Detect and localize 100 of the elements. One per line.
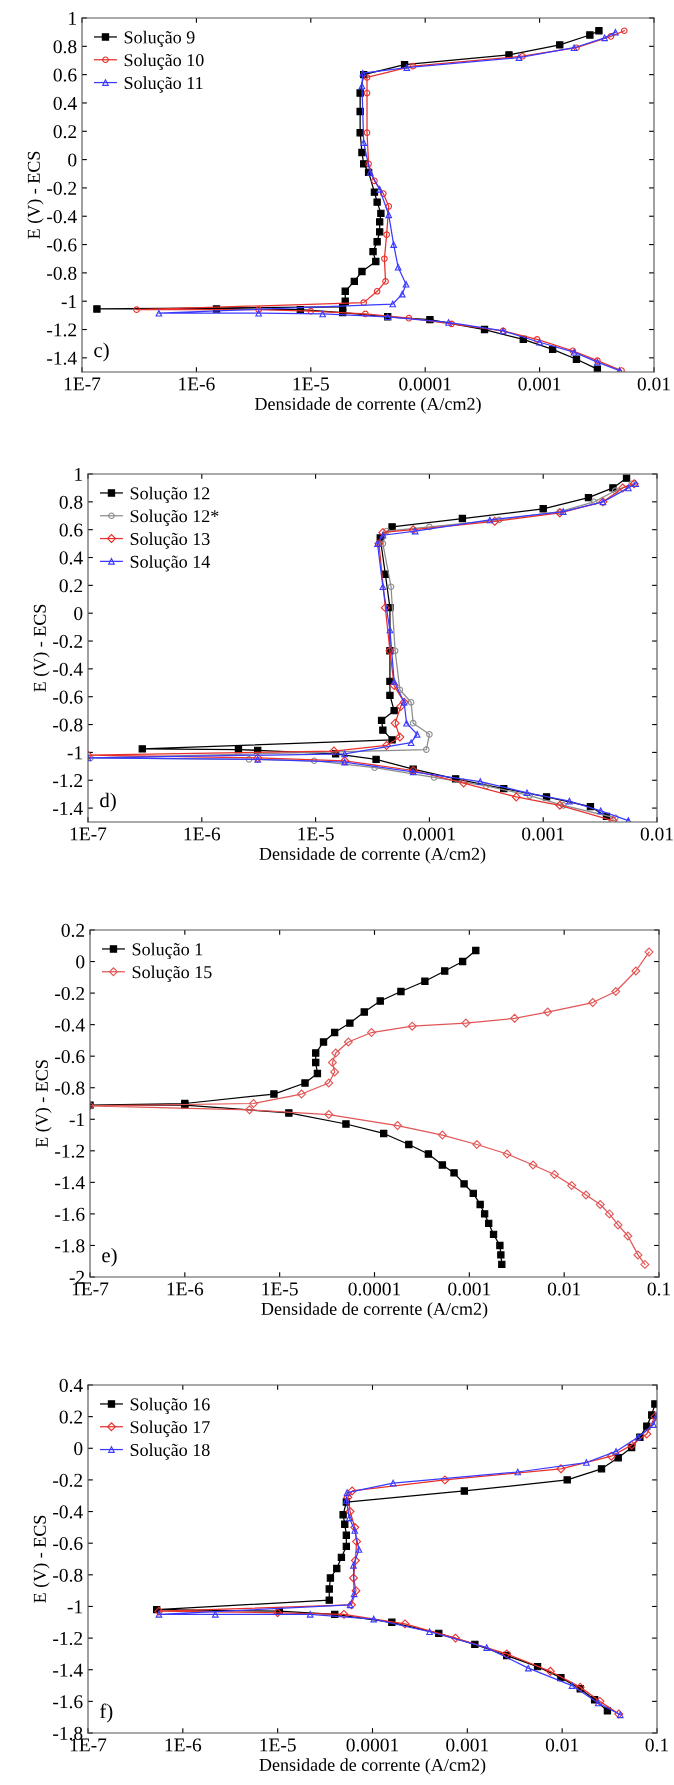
y-tick-label: 0.6 xyxy=(59,523,83,537)
legend-label: Solução 12 xyxy=(130,486,210,504)
y-tick-label: 0.2 xyxy=(59,579,83,593)
y-tick-label: -0.2 xyxy=(53,1473,83,1487)
x-tick-label: 1E-7 xyxy=(64,377,101,391)
annotation: d) xyxy=(100,792,116,812)
x-tick-label: 1E-5 xyxy=(293,377,329,391)
x-tick-label: 0.01 xyxy=(547,1282,581,1296)
y-tick-label: -1.4 xyxy=(55,1176,85,1190)
x-tick-label: 1E-7 xyxy=(70,827,107,841)
y-tick-label: -0.8 xyxy=(47,266,77,280)
y-tick-label: -1 xyxy=(67,746,82,760)
x-axis-title: Densidade de corrente (A/cm2) xyxy=(259,1758,486,1775)
y-tick-label: 0 xyxy=(74,1442,83,1456)
y-tick-label: 0.2 xyxy=(53,125,77,139)
x-tick-label: 0.001 xyxy=(518,377,561,391)
y-tick-label: -0.4 xyxy=(53,1505,83,1519)
y-tick-label: -1.4 xyxy=(47,351,77,365)
annotation: f) xyxy=(100,1703,113,1723)
x-tick-label: 1E-6 xyxy=(179,377,215,391)
x-tick-label: 0.1 xyxy=(645,1738,668,1752)
legend-label: Solução 13 xyxy=(130,532,210,549)
x-tick-label: 0.1 xyxy=(647,1282,670,1296)
y-tick-label: 1 xyxy=(69,11,76,25)
legend-label: Solução 16 xyxy=(130,1397,210,1415)
y-tick-label: 0 xyxy=(68,153,77,167)
y-tick-label: -0.8 xyxy=(53,718,83,732)
legend-label: Solução 12* xyxy=(130,509,219,526)
y-tick-label: -1.2 xyxy=(47,323,77,337)
y-tick-label: -1.4 xyxy=(53,801,83,816)
y-tick-label: 1 xyxy=(75,467,82,481)
x-tick-label: 1E-7 xyxy=(72,1282,109,1296)
y-tick-label: -0.6 xyxy=(53,690,83,704)
y-tick-label: -0.2 xyxy=(55,986,85,1001)
x-tick-label: 1E-6 xyxy=(167,1282,204,1296)
x-tick-label: 0.001 xyxy=(446,1738,489,1752)
y-tick-label: 0.6 xyxy=(53,68,77,82)
legend-label: Solução 9 xyxy=(124,30,195,48)
y-tick-label: -0.2 xyxy=(53,634,83,649)
y-axis-title: E (V) - ECS xyxy=(33,1515,50,1603)
x-axis-title: Densidade de corrente (A/cm2) xyxy=(254,397,481,414)
y-tick-label: -0.4 xyxy=(53,662,83,676)
legend-label: Solução 18 xyxy=(130,1443,210,1460)
y-tick-label: -1.6 xyxy=(53,1695,83,1709)
y-tick-label: -1 xyxy=(61,295,76,308)
y-tick-label: 0 xyxy=(74,607,83,621)
y-tick-label: -1 xyxy=(69,1113,84,1127)
y-tick-label: -1.8 xyxy=(53,1726,83,1741)
x-tick-label: 0.0001 xyxy=(346,1738,399,1752)
y-tick-label: 0.4 xyxy=(59,551,83,565)
y-tick-label: -0.8 xyxy=(55,1081,85,1095)
legend-label: Solução 14 xyxy=(130,555,210,572)
annotation: e) xyxy=(102,1247,117,1267)
annotation: c) xyxy=(94,342,109,362)
y-tick-label: -0.2 xyxy=(47,181,77,195)
y-tick-label: -0.6 xyxy=(47,238,77,252)
x-tick-label: 1E-5 xyxy=(260,1738,296,1752)
x-tick-label: 0.01 xyxy=(640,827,673,841)
y-axis-title: E (V) - ECS xyxy=(35,1060,52,1148)
y-tick-label: -1.2 xyxy=(53,1631,83,1646)
y-tick-label: 0.8 xyxy=(53,40,77,54)
y-tick-label: -1.4 xyxy=(53,1663,83,1677)
x-tick-label: 0.0001 xyxy=(403,827,455,841)
y-axis-title: E (V) - ECS xyxy=(27,151,44,239)
x-tick-label: 1E-5 xyxy=(298,827,334,841)
y-tick-label: 0.8 xyxy=(59,495,83,509)
legend-label: Solução 11 xyxy=(124,76,203,93)
y-tick-label: -1.6 xyxy=(55,1207,85,1221)
x-axis-title: Densidade de corrente (A/cm2) xyxy=(259,847,486,864)
y-tick-label: 0.4 xyxy=(53,96,77,110)
y-tick-label: 0.2 xyxy=(61,923,85,938)
x-tick-label: 1E-5 xyxy=(262,1282,298,1296)
y-tick-label: -0.4 xyxy=(55,1018,85,1032)
y-tick-label: -1.2 xyxy=(55,1144,85,1158)
legend-label: Solução 15 xyxy=(132,965,212,982)
x-tick-label: 0.0001 xyxy=(399,377,451,391)
legend-label: Solução 10 xyxy=(124,53,204,70)
y-tick-label: -2 xyxy=(69,1270,85,1284)
x-tick-label: 0.0001 xyxy=(348,1282,401,1296)
y-tick-label: -1.2 xyxy=(53,774,83,788)
y-axis-title: E (V) - ECS xyxy=(33,604,50,692)
x-axis-title: Densidade de corrente (A/cm2) xyxy=(261,1302,488,1319)
x-tick-label: 1E-6 xyxy=(165,1738,202,1752)
y-tick-label: 0.2 xyxy=(59,1410,83,1424)
y-tick-label: -0.6 xyxy=(55,1050,85,1064)
legend-label: Solução 17 xyxy=(130,1420,210,1437)
x-tick-label: 0.001 xyxy=(448,1282,491,1296)
x-tick-label: 1E-6 xyxy=(184,827,221,841)
y-tick-label: -1 xyxy=(67,1600,82,1614)
y-tick-label: 0 xyxy=(76,955,85,969)
x-tick-label: 0.01 xyxy=(545,1738,579,1752)
x-tick-label: 0.01 xyxy=(637,377,670,391)
y-tick-label: -0.8 xyxy=(53,1568,83,1582)
y-tick-label: 0.4 xyxy=(59,1378,83,1393)
y-tick-label: -0.4 xyxy=(47,210,77,224)
x-tick-label: 0.001 xyxy=(522,827,564,841)
y-tick-label: -1.8 xyxy=(55,1239,85,1253)
x-tick-label: 1E-7 xyxy=(70,1738,107,1752)
legend-label: Solução 1 xyxy=(132,942,203,960)
y-tick-label: -0.6 xyxy=(53,1537,83,1551)
